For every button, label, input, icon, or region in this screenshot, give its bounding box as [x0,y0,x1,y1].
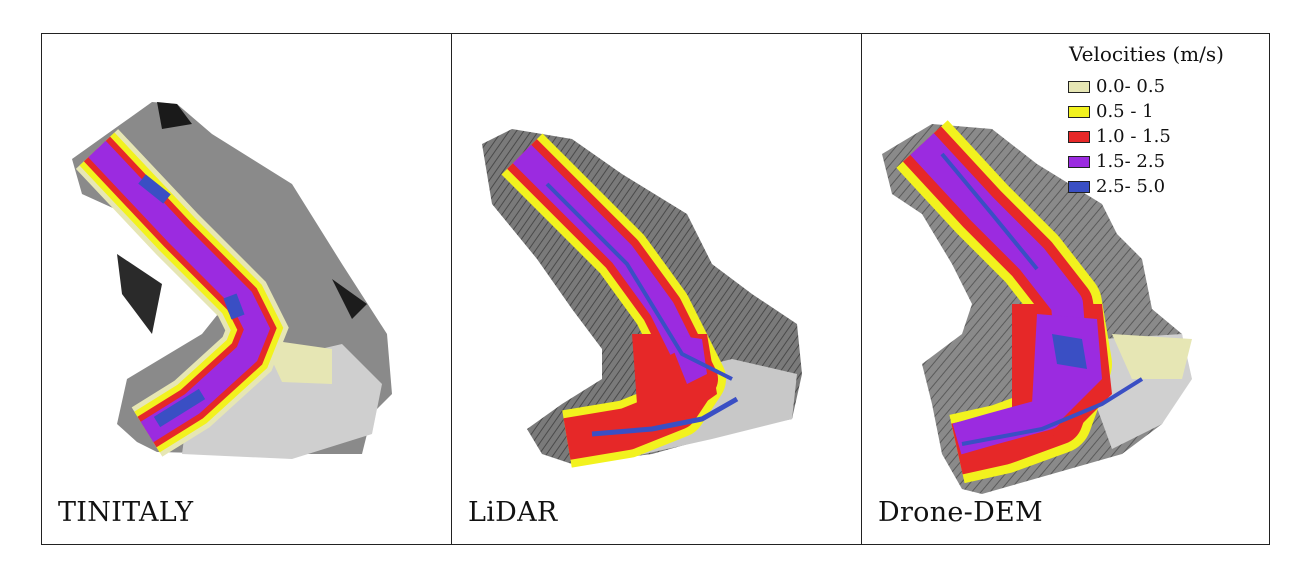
terrain-dark-2 [157,102,192,129]
flow-zone-purple-core [1032,314,1102,419]
map-panel-lidar: LiDAR [451,34,861,544]
legend-swatch [1068,180,1090,193]
velocity-map-lidar [482,129,802,468]
flow-zone-blue-2 [223,293,245,320]
figure-frame: TINITALY LiDAR [41,33,1270,545]
legend-label: 0.5 - 1 [1096,101,1154,122]
map-panel-tinitaly: TINITALY [42,34,451,544]
legend-label: 2.5- 5.0 [1096,176,1166,197]
velocity-map-tinitaly [72,102,392,459]
flow-zone-low-fan [262,339,332,384]
flow-zone-blue [545,182,733,381]
legend-item: 0.5 - 1 [1068,99,1270,124]
legend-swatch [1068,105,1090,118]
panel-label: Drone-DEM [878,497,1044,528]
terrain-dark-3 [332,279,367,319]
flow-zone-purple [512,144,694,355]
legend-swatch [1068,155,1090,168]
panel-label: LiDAR [468,497,558,528]
legend-title: Velocities (m/s) [1069,42,1224,66]
legend-item: 1.5- 2.5 [1068,149,1270,174]
flow-zone-blue-2 [591,396,739,437]
flow-zone-blue-3 [153,388,206,428]
map-panel-drone-dem: Drone-DEM [861,34,1271,544]
flow-zone-blue-core [1052,334,1087,369]
panel-label: TINITALY [58,497,194,528]
velocity-legend: Velocities (m/s) 0.0- 0.5 0.5 - 1 1.0 - … [1024,42,1270,199]
velocity-map-drone-dem [882,120,1192,494]
legend-item: 0.0- 0.5 [1068,74,1270,99]
flow-zone-blue [138,174,171,204]
flow-zone-low-fan [1112,334,1192,379]
legend-label: 1.0 - 1.5 [1096,126,1171,147]
legend-swatch [1068,130,1090,143]
flow-zone-blue [940,152,1039,271]
legend-item: 1.0 - 1.5 [1068,124,1270,149]
legend-label: 1.5- 2.5 [1096,151,1166,172]
legend-item: 2.5- 5.0 [1068,174,1270,199]
legend-swatch [1068,80,1090,93]
terrain-dark [117,254,162,334]
flow-zone-blue-2 [961,377,1144,446]
legend-label: 0.0- 0.5 [1096,76,1166,97]
